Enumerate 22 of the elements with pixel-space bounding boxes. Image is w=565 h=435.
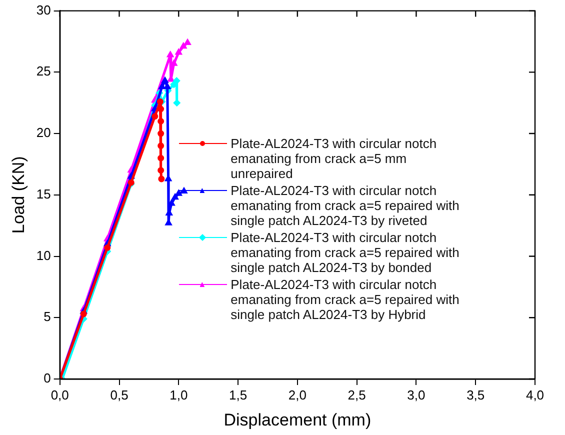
y-tick-label: 25	[36, 64, 51, 79]
y-tick-label: 5	[44, 309, 51, 324]
x-tick-label: 3,0	[407, 387, 426, 402]
legend-label: Plate-AL2024-T3 with circular notch emanating from crack a=5 repaired with single patch AL2024-T3 by bonded	[230, 230, 460, 275]
y-tick-label: 20	[36, 125, 51, 140]
x-tick-label: 2,5	[348, 387, 366, 402]
legend-label: Plate-AL2024-T3 with circular notch emanating from crack a=5 mm unrepaired	[230, 136, 438, 181]
y-tick-label: 10	[36, 248, 51, 263]
legend-label: Plate-AL2024-T3 with circular notch emanating from crack a=5 repaired with single patch AL2024-T3 by Hybrid	[230, 276, 460, 322]
x-tick-label: 2,0	[288, 387, 306, 402]
legend-label: Plate-AL2024-T3 with circular notch emanating from crack a=5 repaired with single patch AL2024-T3 by riveted	[230, 182, 460, 228]
x-tick-label: 0,0	[50, 387, 69, 402]
x-tick-label: 0,5	[110, 387, 128, 402]
y-tick-label: 0	[44, 370, 51, 386]
x-tick-label: 1,5	[229, 387, 248, 402]
x-axis-title: Displacement (mm)	[224, 410, 372, 430]
y-tick-label: 15	[36, 186, 51, 202]
x-tick-label: 1,0	[170, 387, 188, 402]
y-tick-label: 30	[36, 2, 51, 18]
x-tick-label: 3,5	[466, 387, 485, 402]
x-tick-label: 4,0	[526, 387, 544, 402]
y-axis-title: Load (KN)	[8, 156, 28, 234]
